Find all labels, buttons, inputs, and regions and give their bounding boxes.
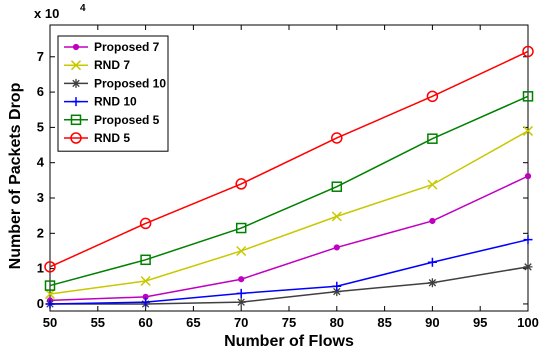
legend-marker [70, 132, 82, 144]
series-line [50, 266, 529, 305]
legend-label: RND 10 [94, 95, 137, 109]
data-point [139, 217, 152, 230]
legend-marker [72, 43, 80, 51]
data-point [427, 133, 438, 144]
data-point [331, 132, 343, 144]
legend-entry: Proposed 10 [64, 76, 166, 90]
legend-entry: Proposed 5 [64, 113, 160, 127]
data-point [140, 254, 151, 266]
y-tick-label: 1 [37, 261, 44, 276]
data-point [235, 178, 247, 190]
data-point [523, 262, 533, 272]
data-point [429, 217, 436, 225]
x-tick-label: 55 [91, 315, 105, 330]
axis-ticks: 50 55 60 65 70 75 80 85 90 95 100 0 1 2 3 4 5 6 7 [37, 25, 539, 330]
data-point [331, 211, 342, 222]
legend-entry: RND 5 [64, 131, 130, 145]
y-scale-exponent: 4 [80, 3, 86, 14]
data-point [44, 261, 56, 273]
x-tick-label: 75 [282, 315, 296, 330]
series-proposed-5 [44, 91, 534, 291]
y-tick-label: 4 [37, 155, 45, 170]
data-point [332, 287, 342, 297]
data-point [332, 281, 342, 291]
data-point [236, 297, 246, 307]
data-point [426, 90, 439, 103]
data-point [523, 235, 533, 245]
data-point [141, 297, 151, 307]
series-line [49, 95, 529, 287]
legend-marker [71, 78, 81, 88]
legend-marker [70, 60, 82, 71]
data-point [427, 257, 437, 267]
x-tick-label: 65 [186, 315, 200, 330]
x-tick-label: 50 [43, 315, 57, 330]
y-scale-label: x 10 4 [34, 3, 86, 21]
data-point [44, 280, 56, 291]
x-tick-label: 100 [517, 315, 539, 330]
y-tick-label: 2 [37, 225, 44, 240]
series-layer [44, 45, 534, 309]
data-point [427, 179, 438, 190]
x-tick-label: 60 [138, 315, 152, 330]
legend-entry: RND 7 [64, 58, 130, 72]
legend-label: Proposed 10 [94, 76, 166, 90]
legend-label: Proposed 7 [94, 40, 160, 54]
legend-label: RND 7 [94, 58, 130, 72]
data-point [524, 173, 532, 180]
data-point [236, 245, 247, 257]
series-rnd-7 [44, 125, 534, 300]
data-point [427, 278, 437, 288]
y-axis-title: Number of Packets Drop [7, 82, 24, 269]
series-line [49, 130, 529, 295]
y-tick-label: 3 [37, 190, 44, 205]
x-tick-label: 80 [330, 315, 344, 330]
data-point [522, 45, 534, 58]
y-tick-label: 5 [37, 119, 44, 134]
x-tick-label: 70 [234, 315, 248, 330]
data-point [238, 276, 245, 283]
y-scale-prefix: x 10 [34, 6, 59, 21]
data-point [45, 299, 55, 309]
series-line [49, 50, 529, 268]
legend-label: Proposed 5 [94, 113, 160, 127]
data-point [522, 91, 534, 102]
data-point [44, 289, 56, 300]
series-line [49, 175, 529, 302]
series-line [49, 238, 529, 305]
series-rnd-10 [45, 235, 533, 309]
data-point [140, 275, 151, 287]
x-tick-label: 90 [425, 315, 439, 330]
x-tick-label: 95 [473, 315, 487, 330]
legend-box [57, 35, 169, 152]
series-rnd-5 [44, 45, 534, 273]
data-point [522, 125, 534, 136]
y-tick-label: 0 [37, 296, 44, 311]
data-point [331, 181, 343, 192]
data-point [235, 222, 247, 234]
legend-label: RND 5 [94, 131, 130, 145]
legend: Proposed 7 RND 7 Proposed 10 RND 10 Proposed… [57, 35, 169, 152]
data-point [333, 244, 340, 251]
y-tick-label: 7 [37, 49, 44, 64]
x-tick-label: 85 [377, 315, 391, 330]
legend-entry: RND 10 [64, 95, 137, 109]
legend-entry: Proposed 7 [64, 40, 160, 54]
data-point [236, 288, 246, 298]
legend-marker [70, 114, 82, 126]
y-tick-label: 6 [37, 84, 44, 99]
legend-marker [71, 97, 81, 107]
x-axis-title: Number of Flows [224, 333, 354, 350]
